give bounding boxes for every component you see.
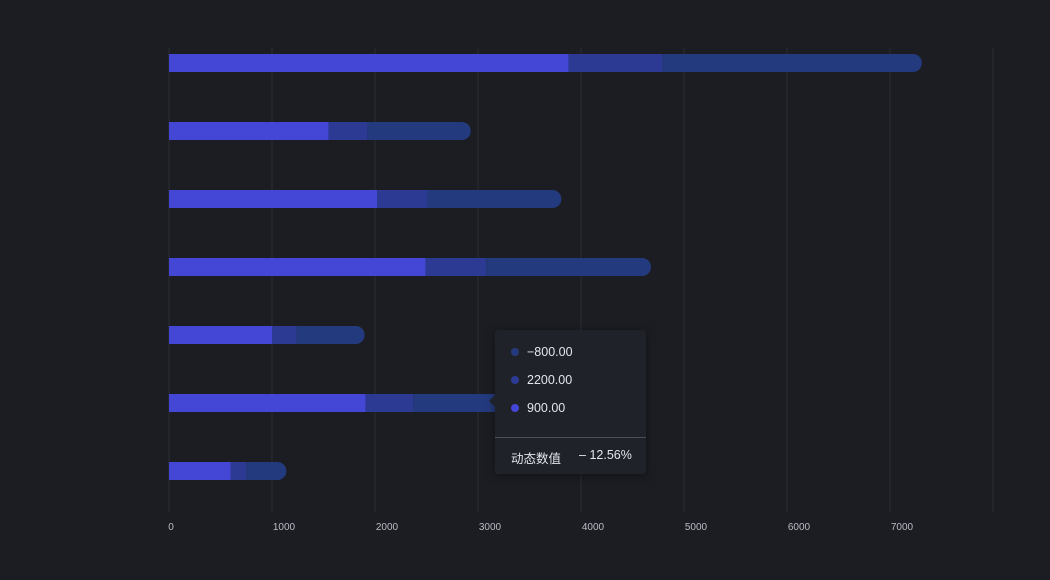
series-dot-icon — [511, 348, 519, 356]
bar-group — [169, 394, 502, 412]
bar-series-3[interactable] — [246, 462, 287, 480]
bar-group — [169, 190, 562, 208]
tooltip-item: 900.00 — [511, 401, 565, 415]
bar-series-1[interactable] — [169, 394, 366, 412]
bar-group — [169, 326, 365, 344]
x-tick-label: 3000 — [479, 522, 502, 533]
tooltip-arrow — [489, 395, 495, 407]
x-tick-label: 2000 — [376, 522, 399, 533]
tooltip-value: 900.00 — [527, 401, 566, 415]
x-tick-label: 7000 — [891, 522, 914, 533]
bar-series-2[interactable] — [328, 122, 368, 140]
series-dot-icon — [511, 376, 519, 384]
tooltip-value: 2200.00 — [527, 373, 573, 387]
bar-series-3[interactable] — [486, 258, 652, 276]
bar-series-2[interactable] — [425, 258, 487, 276]
bar-series-2[interactable] — [272, 326, 297, 344]
series-dot-icon — [511, 404, 519, 412]
x-tick-label: 1000 — [273, 522, 296, 533]
bar-series-3[interactable] — [296, 326, 365, 344]
tooltip-item: 2200.00 — [511, 373, 572, 387]
bar-series-2[interactable] — [230, 462, 247, 480]
tooltip-footer: 动态数值 – 12.56% — [511, 448, 632, 467]
bar-group — [169, 258, 652, 276]
bar-series-2[interactable] — [365, 394, 414, 412]
bar-series-1[interactable] — [169, 54, 569, 72]
bar-group — [169, 54, 922, 72]
bar-series-1[interactable] — [169, 258, 426, 276]
x-tick-label: 0 — [168, 522, 174, 533]
bar-series-1[interactable] — [169, 122, 329, 140]
x-tick-label: 4000 — [582, 522, 605, 533]
tooltip-footer-value: – 12.56% — [579, 448, 632, 462]
bar-series-2[interactable] — [377, 190, 428, 208]
tooltip-footer-label: 动态数值 — [511, 452, 562, 466]
x-tick-label: 6000 — [788, 522, 811, 533]
bar-series-2[interactable] — [568, 54, 663, 72]
bar-series-3[interactable] — [367, 122, 471, 140]
bar-series-3[interactable] — [427, 190, 562, 208]
bar-group — [169, 462, 287, 480]
bar-group — [169, 122, 471, 140]
tooltip-value: −800.00 — [527, 345, 573, 359]
bar-series-3[interactable] — [413, 394, 502, 412]
bar-series-1[interactable] — [169, 190, 378, 208]
x-tick-label: 5000 — [685, 522, 708, 533]
bar-series-3[interactable] — [662, 54, 922, 72]
bar-series-1[interactable] — [169, 326, 272, 344]
tooltip-divider — [495, 437, 646, 438]
bar-series-1[interactable] — [169, 462, 231, 480]
tooltip: −800.00 2200.00 900.00 动态数值 – 12.56% — [489, 330, 646, 474]
tooltip-item: −800.00 — [511, 345, 573, 359]
